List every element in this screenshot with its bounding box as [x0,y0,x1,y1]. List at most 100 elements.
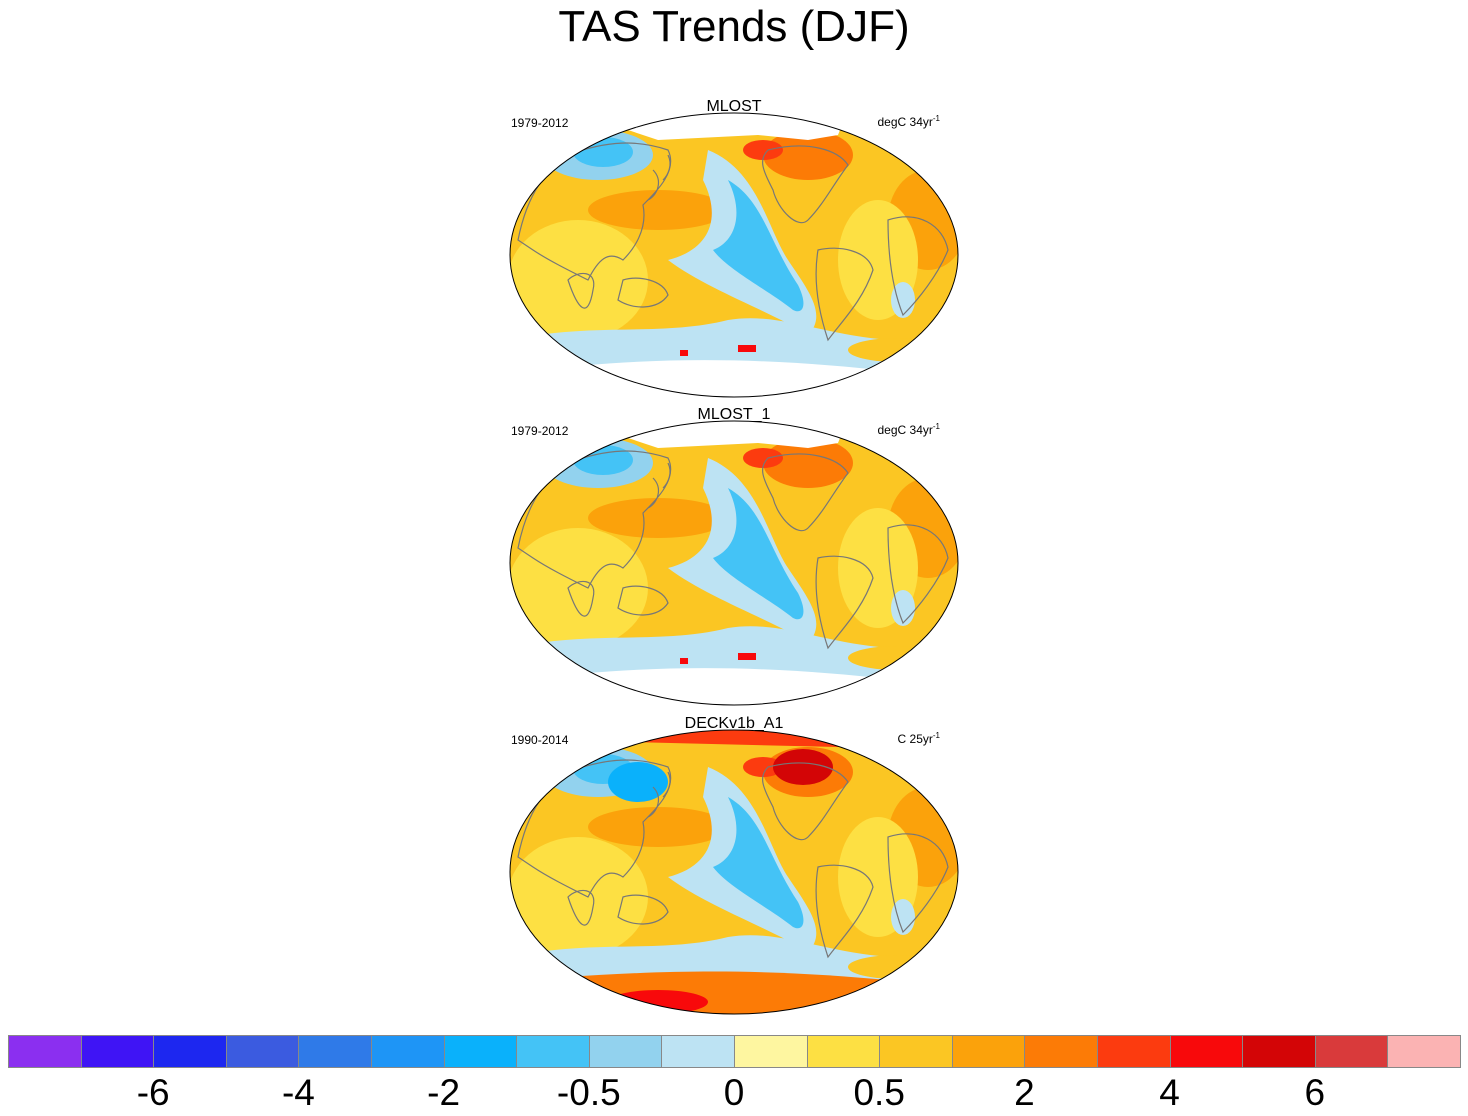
field-patch [588,498,728,538]
coastline [815,864,874,959]
colorbar-tick-label: -2 [427,1072,461,1113]
field-patch [510,220,648,340]
field-hot-antarctica [608,990,708,1014]
coastline [647,477,660,509]
field-warm-spot [738,653,756,660]
world-map [509,420,959,706]
field-warm-spot [738,345,756,352]
colorbar-tick-label: -0.5 [556,1072,621,1113]
coastline [647,786,660,818]
world-map [509,729,959,1015]
colorbar-cell [1387,1035,1461,1068]
colorbar-cell [951,1035,1026,1068]
colorbar-tick-label: 4 [1159,1072,1180,1113]
map-border [509,112,959,398]
colorbar-tick-label: 2 [1014,1072,1035,1113]
field-patch [848,338,948,362]
field-cool-asia-core [573,445,633,475]
colorbar-cell [80,1035,155,1068]
panel-title: MLOST [706,98,762,115]
panel-units: degC 34yr-1 [877,114,941,129]
field-warm-canada [763,438,853,488]
coastline [815,555,874,650]
map-border [509,729,959,1015]
panel-title: MLOST_1 [697,406,771,423]
colorbar-cell [1097,1035,1171,1068]
panel-units: degC 34yr-1 [877,422,941,437]
coastline [815,247,874,342]
field-warm-alaska [743,448,783,468]
field-patch [588,807,728,847]
colorbar-cell [661,1035,735,1068]
map-panel-deckv1b-a1: DECKv1b_A1 1990-2014 C 25yr-1 [508,715,960,1017]
world-map [509,112,959,398]
colorbar-tick-label: 0.5 [853,1072,905,1113]
panel-units: C 25yr-1 [897,731,940,746]
colorbar-cell [806,1035,881,1068]
colorbar-tick-label: 6 [1304,1072,1326,1113]
coastline [662,154,671,181]
colorbar-cell [1314,1035,1389,1068]
missing-arctic [618,421,848,448]
missing-antarctica [510,668,958,705]
colorbar-cell [225,1035,300,1068]
map-panel-mlost-1: MLOST_1 1979-2012 degC 34yr-1 [508,406,960,708]
field-warm-spot [680,658,688,664]
colorbar-cell [588,1035,663,1068]
panel-period: 1979-2012 [511,116,569,130]
colorbar-cell [298,1035,372,1068]
field-patch [510,528,648,648]
coastline [761,453,849,532]
coastline [662,462,671,489]
coastline [887,833,949,934]
colorbar-cell [443,1035,518,1068]
field-patch [588,190,728,230]
coastline [887,524,949,625]
colorbar-cell [1169,1035,1244,1068]
field-patch [510,837,648,957]
field-hot-canada [773,749,833,785]
field-warm-canada [763,130,853,180]
field-warm-alaska [743,140,783,160]
coastline [617,277,669,308]
field-cool-asia-core [573,137,633,167]
coastline [662,771,671,798]
colorbar-cell [879,1035,953,1068]
coastline [617,894,669,925]
map-border [509,420,959,706]
colorbar-cell [1242,1035,1316,1068]
coastline [617,585,669,616]
panel-period: 1979-2012 [511,424,569,438]
colorbar-cell [516,1035,590,1068]
colorbar-tick-label: 0 [723,1072,745,1113]
field-warm-spot [680,350,688,356]
coastline [887,216,949,317]
figure-title: TAS Trends (DJF) [558,2,910,51]
coastline [761,762,849,841]
missing-arctic [618,113,848,140]
coastline [761,145,849,224]
field-patch [848,955,948,979]
coastline [567,889,595,926]
colorbar-cell [1024,1035,1098,1068]
coastline [647,169,660,201]
field-cool-pacific-core [713,180,804,312]
map-panel-mlost: MLOST 1979-2012 degC 34yr-1 [508,98,960,400]
field-cool-asia [608,762,668,802]
coastline [567,580,595,617]
colorbar-cell [153,1035,227,1068]
missing-antarctica [510,360,958,397]
coastline [567,272,595,309]
field-cool-pacific-core [713,488,804,620]
field-warm-alaska [743,757,783,777]
colorbar-tick-label: -6 [136,1072,170,1113]
field-patch [848,646,948,670]
colorbar-cell [734,1035,808,1068]
panel-title: DECKv1b_A1 [684,715,784,732]
colorbar [8,1035,1461,1068]
colorbar-cell [8,1035,82,1068]
field-warm-antarctica [510,971,958,1014]
colorbar-cell [371,1035,445,1068]
colorbar-tick-label: -4 [281,1072,315,1113]
panel-period: 1990-2014 [511,733,569,747]
